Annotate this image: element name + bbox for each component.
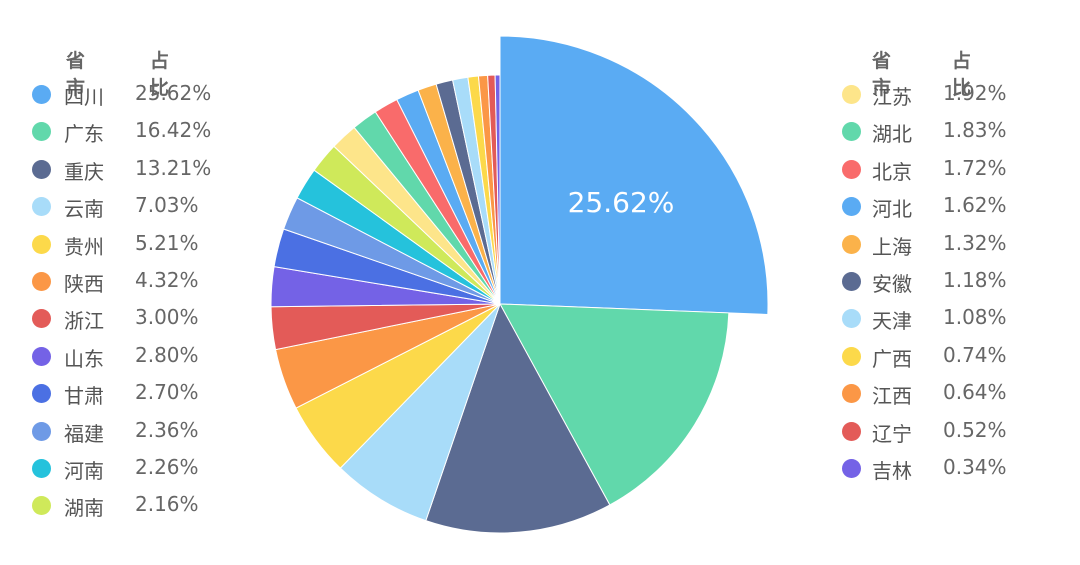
pie-slice-3[interactable] <box>339 303 501 522</box>
legend-swatch <box>842 159 861 179</box>
legend-swatch <box>842 346 861 366</box>
legend-swatch <box>32 271 51 291</box>
legend-swatch <box>842 197 861 217</box>
legend-swatch <box>842 458 861 478</box>
legend-swatch <box>842 384 861 404</box>
legend-header-value: 占比 <box>952 50 972 99</box>
pie-slice-22[interactable] <box>494 74 501 305</box>
legend-item-value: 2.26% <box>135 454 199 479</box>
pie-slice-2[interactable] <box>425 302 611 534</box>
legend-item-value: 0.64% <box>943 380 1007 405</box>
legend-item-value: 1.62% <box>943 193 1007 218</box>
slice-value-label: 25.62% <box>568 186 675 219</box>
legend-item-value: 25.62% <box>135 81 212 105</box>
legend-item-name: 广西 <box>872 346 912 371</box>
legend-item-value: 5.21% <box>135 230 199 255</box>
legend-item-name: 吉林 <box>872 458 912 483</box>
legend-item-value: 0.74% <box>943 342 1007 367</box>
legend-item-value: 3.00% <box>135 305 199 330</box>
legend-swatch <box>842 122 861 142</box>
legend-item-name: 四川 <box>64 85 104 109</box>
legend-header-name: 省市 <box>66 50 86 99</box>
legend-swatch <box>32 122 51 142</box>
legend-header-value: 占比 <box>150 50 170 99</box>
legend-item-value: 2.80% <box>135 342 199 367</box>
legend-item-value: 1.83% <box>943 118 1007 143</box>
legend-swatch <box>842 271 861 291</box>
legend-swatch <box>32 85 51 104</box>
legend-item-name: 北京 <box>872 159 912 184</box>
legend-item-name: 江西 <box>872 384 912 409</box>
legend-item-name: 湖南 <box>64 496 104 521</box>
legend-item-name: 重庆 <box>64 159 104 184</box>
legend-item-name: 云南 <box>64 197 104 222</box>
legend-item-value: 16.42% <box>135 118 212 143</box>
legend-item-name: 湖北 <box>872 122 912 147</box>
legend-swatch <box>842 234 861 254</box>
legend-item-value: 2.16% <box>135 492 199 517</box>
legend-item-name: 陕西 <box>64 271 104 296</box>
legend-item-value: 7.03% <box>135 193 199 218</box>
legend-item-name: 浙江 <box>64 309 104 334</box>
legend-item-value: 4.32% <box>135 267 199 292</box>
legend-swatch <box>32 234 51 254</box>
legend-item-name: 山东 <box>64 346 104 371</box>
legend-item-value: 1.08% <box>943 305 1007 330</box>
legend-item-name: 江苏 <box>872 85 912 109</box>
legend-item-value: 1.92% <box>943 81 1007 105</box>
legend-item-name: 河北 <box>872 197 912 222</box>
legend-item-name: 贵州 <box>64 234 104 259</box>
legend-swatch <box>32 197 51 217</box>
legend-item-value: 1.32% <box>943 230 1007 255</box>
legend-swatch <box>32 496 51 516</box>
legend-item-value: 2.36% <box>135 417 199 442</box>
legend-item-name: 广东 <box>64 122 104 147</box>
legend-item-name: 河南 <box>64 458 104 483</box>
legend-item-value: 0.52% <box>943 417 1007 442</box>
legend-item-name: 上海 <box>872 234 912 259</box>
legend-item-value: 2.70% <box>135 380 199 405</box>
legend-header-name: 省市 <box>872 50 892 99</box>
legend-item-name: 安徽 <box>872 271 912 296</box>
pie-slice-1[interactable] <box>499 303 730 506</box>
legend-item-name: 辽宁 <box>872 421 912 446</box>
legend-swatch <box>32 309 51 329</box>
legend-item-name: 福建 <box>64 421 104 446</box>
pie-slice-0[interactable] <box>499 35 769 315</box>
legend-swatch <box>32 346 51 366</box>
legend-swatch <box>32 458 51 478</box>
legend-swatch <box>842 309 861 329</box>
legend-item-value: 1.18% <box>943 267 1007 292</box>
legend-item-value: 1.72% <box>943 155 1007 180</box>
legend-item-value: 0.34% <box>943 454 1007 479</box>
legend-swatch <box>32 384 51 404</box>
legend-swatch <box>32 159 51 179</box>
legend-swatch <box>32 421 51 441</box>
legend-swatch <box>842 85 861 104</box>
legend-item-name: 天津 <box>872 309 912 334</box>
legend-swatch <box>842 421 861 441</box>
legend-item-value: 13.21% <box>135 155 212 180</box>
legend-item-name: 甘肃 <box>64 384 104 409</box>
